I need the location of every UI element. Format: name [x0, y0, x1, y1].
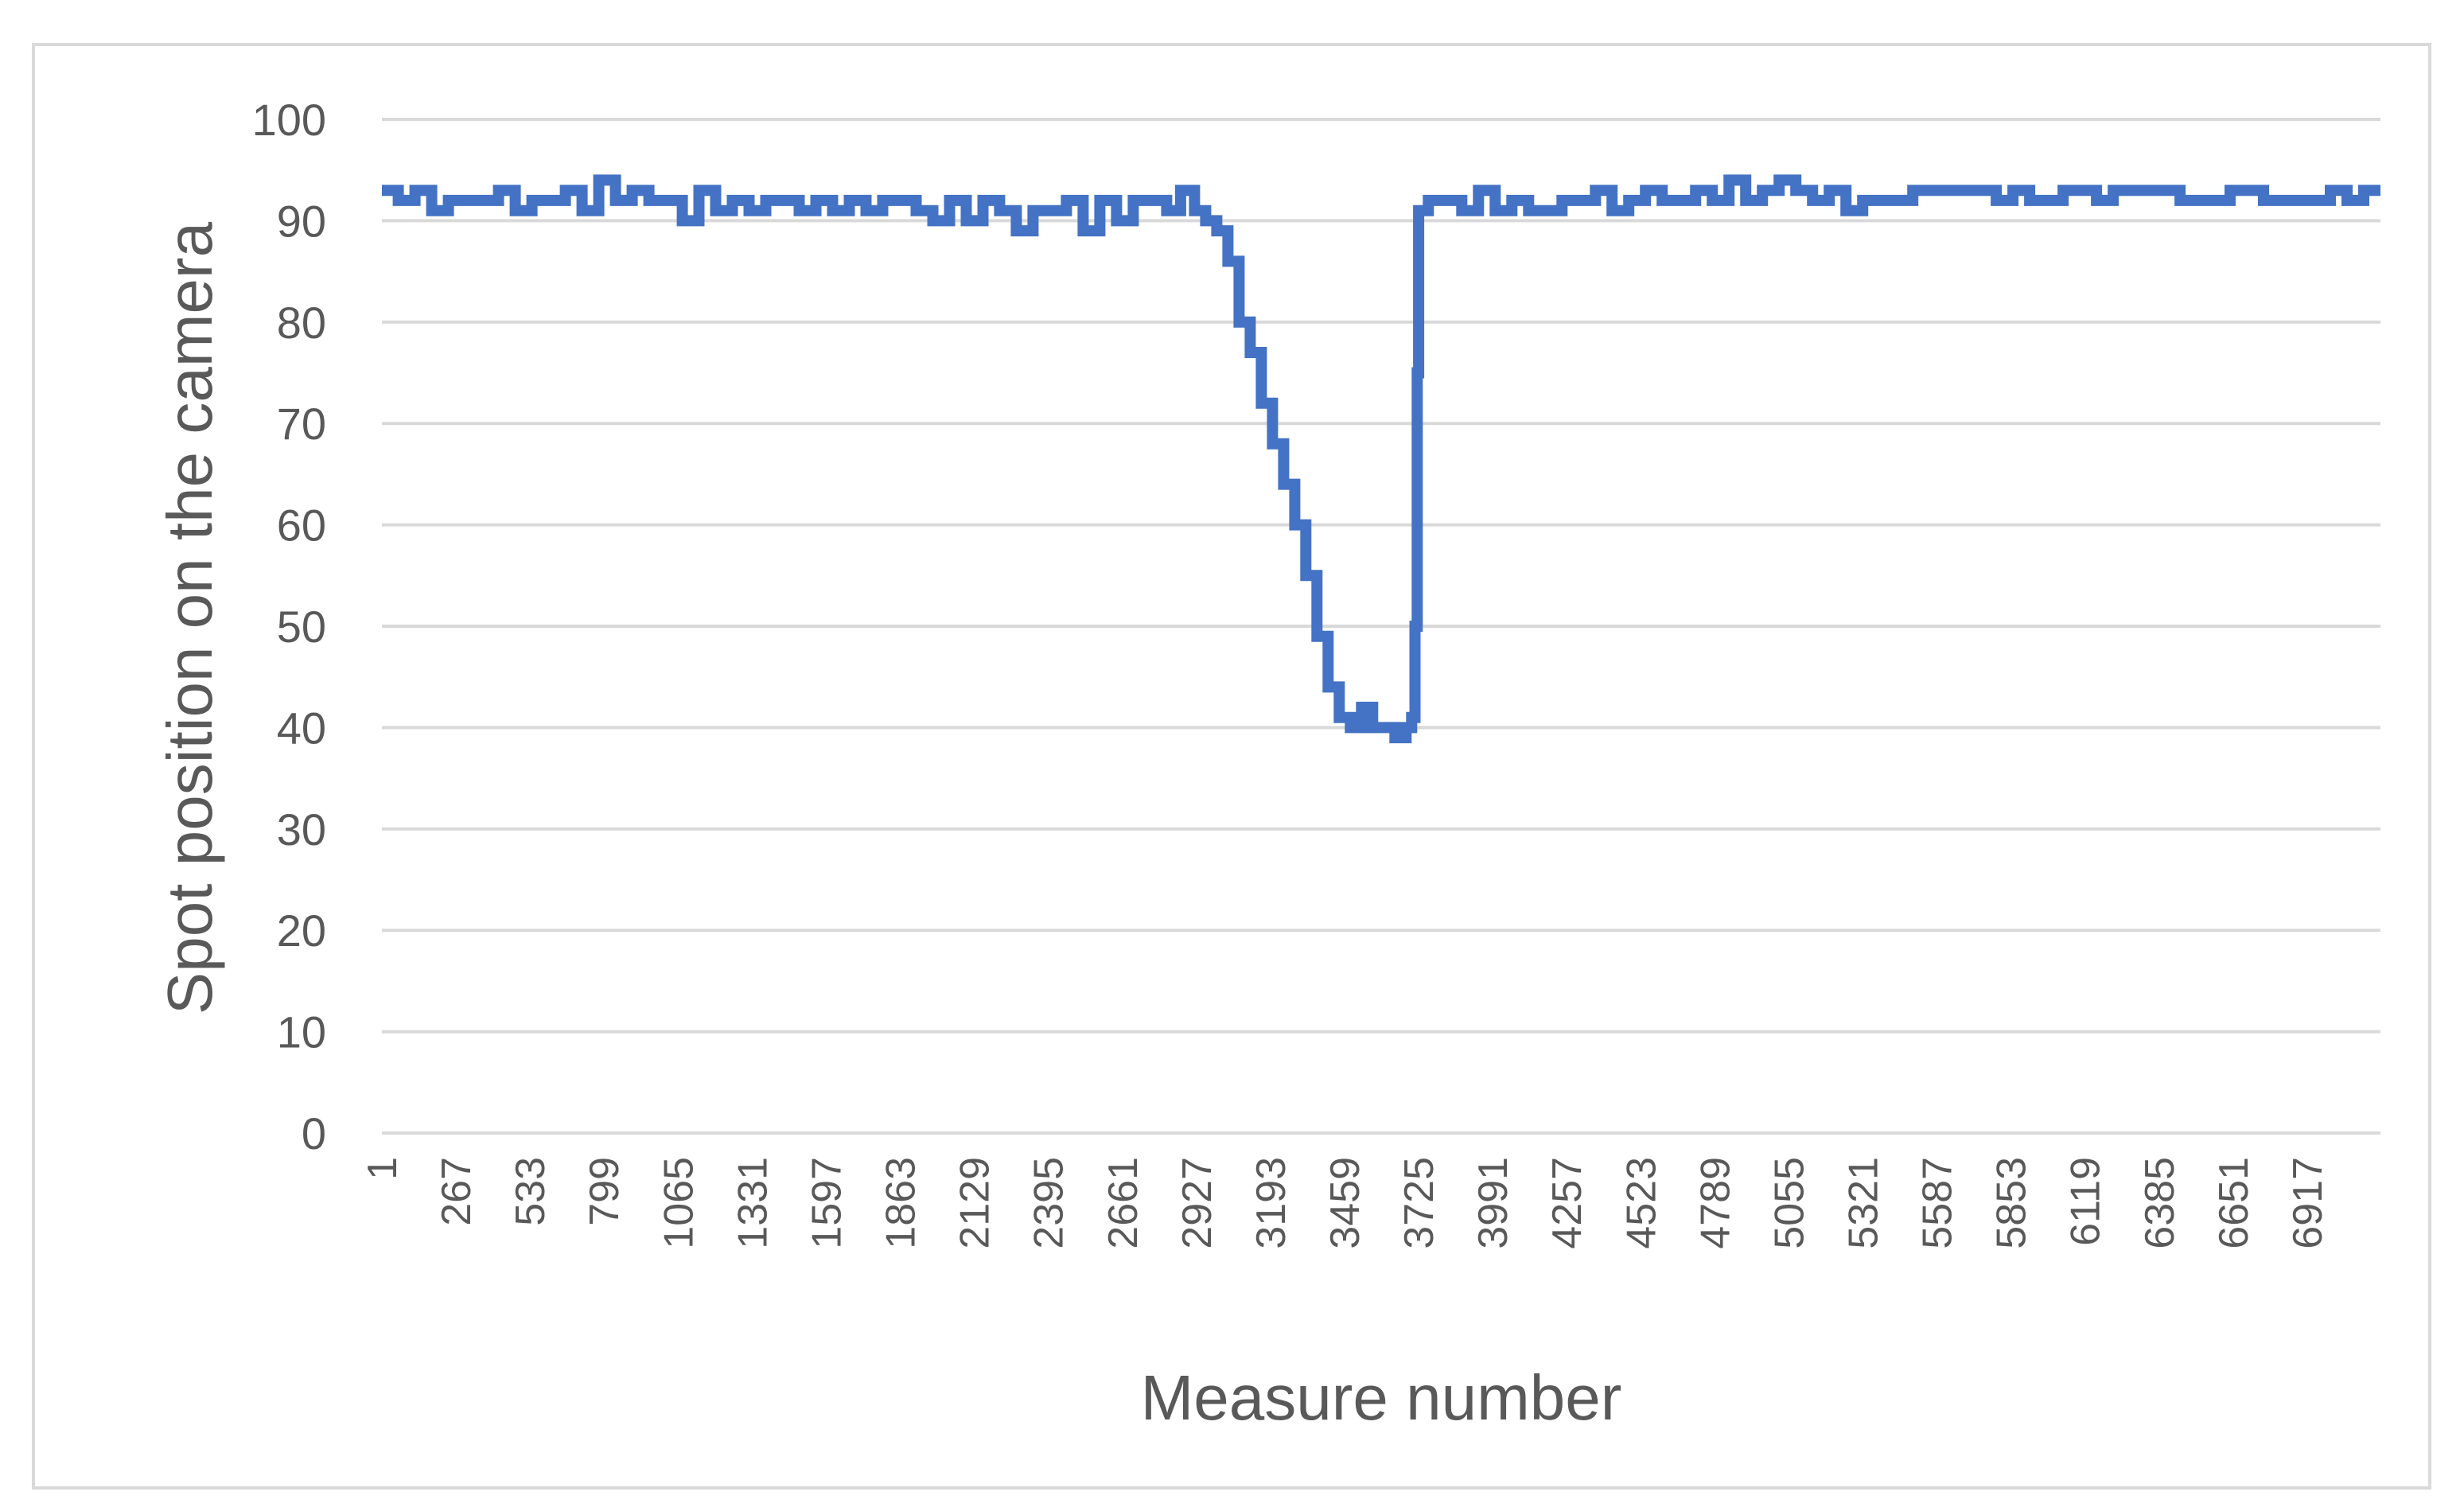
series-line [382, 174, 2380, 744]
series-group [382, 174, 2380, 744]
gridlines [382, 118, 2380, 1135]
x-tick-label: 3991 [1470, 1157, 1516, 1249]
y-tick-labels: 0 10 20 30 40 50 60 70 80 90 100 [252, 95, 326, 1159]
x-tick-label: 3725 [1396, 1157, 1442, 1249]
y-axis-title: Spot position on the camera [154, 221, 225, 1014]
y-tick-label: 60 [277, 500, 326, 551]
x-tick-label: 1331 [730, 1157, 776, 1249]
x-tick-label: 4789 [1692, 1157, 1738, 1249]
x-tick-label: 3459 [1322, 1157, 1368, 1249]
x-tick-label: 2661 [1100, 1157, 1146, 1249]
x-tick-label: 6917 [2285, 1157, 2331, 1249]
x-tick-label: 6651 [2211, 1157, 2257, 1249]
y-tick-label: 80 [277, 298, 326, 348]
x-tick-label: 1597 [804, 1157, 850, 1249]
x-tick-label: 267 [434, 1157, 480, 1226]
y-tick-label: 50 [277, 602, 326, 652]
y-tick-label: 100 [252, 95, 326, 145]
x-tick-label: 1 [360, 1157, 406, 1180]
y-tick-label: 10 [277, 1007, 326, 1057]
chart-frame: 0 10 20 30 40 50 60 70 80 90 100 1 267 533 799 1065 133… [32, 43, 2431, 1490]
y-tick-label: 0 [302, 1108, 326, 1159]
x-tick-label: 5321 [1841, 1157, 1887, 1249]
y-tick-label: 70 [277, 399, 326, 449]
x-tick-label: 5853 [1989, 1157, 2035, 1249]
x-tick-label: 6119 [2063, 1157, 2109, 1246]
x-tick-label: 1065 [656, 1157, 702, 1249]
x-tick-label: 1863 [878, 1157, 924, 1249]
x-tick-label: 2129 [952, 1157, 998, 1249]
x-tick-labels: 1 267 533 799 1065 1331 1597 1863 2129 2395 2661 29… [360, 1157, 2331, 1249]
x-tick-label: 5587 [1915, 1157, 1961, 1249]
x-tick-label: 4523 [1618, 1157, 1664, 1249]
x-tick-label: 533 [508, 1157, 554, 1226]
y-tick-label: 20 [277, 905, 326, 956]
line-chart: 0 10 20 30 40 50 60 70 80 90 100 1 267 533 799 1065 133… [154, 95, 2380, 1433]
x-tick-label: 4257 [1544, 1157, 1590, 1249]
x-tick-label: 6385 [2137, 1157, 2183, 1249]
y-tick-label: 30 [277, 804, 326, 855]
x-axis-title: Measure number [1141, 1362, 1622, 1433]
x-tick-label: 799 [582, 1157, 628, 1226]
y-tick-label: 90 [277, 196, 326, 246]
x-tick-label: 2927 [1174, 1157, 1220, 1249]
x-tick-label: 5055 [1766, 1157, 1812, 1249]
x-tick-label: 3193 [1248, 1157, 1294, 1249]
y-tick-label: 40 [277, 703, 326, 753]
x-tick-label: 2395 [1026, 1157, 1072, 1249]
